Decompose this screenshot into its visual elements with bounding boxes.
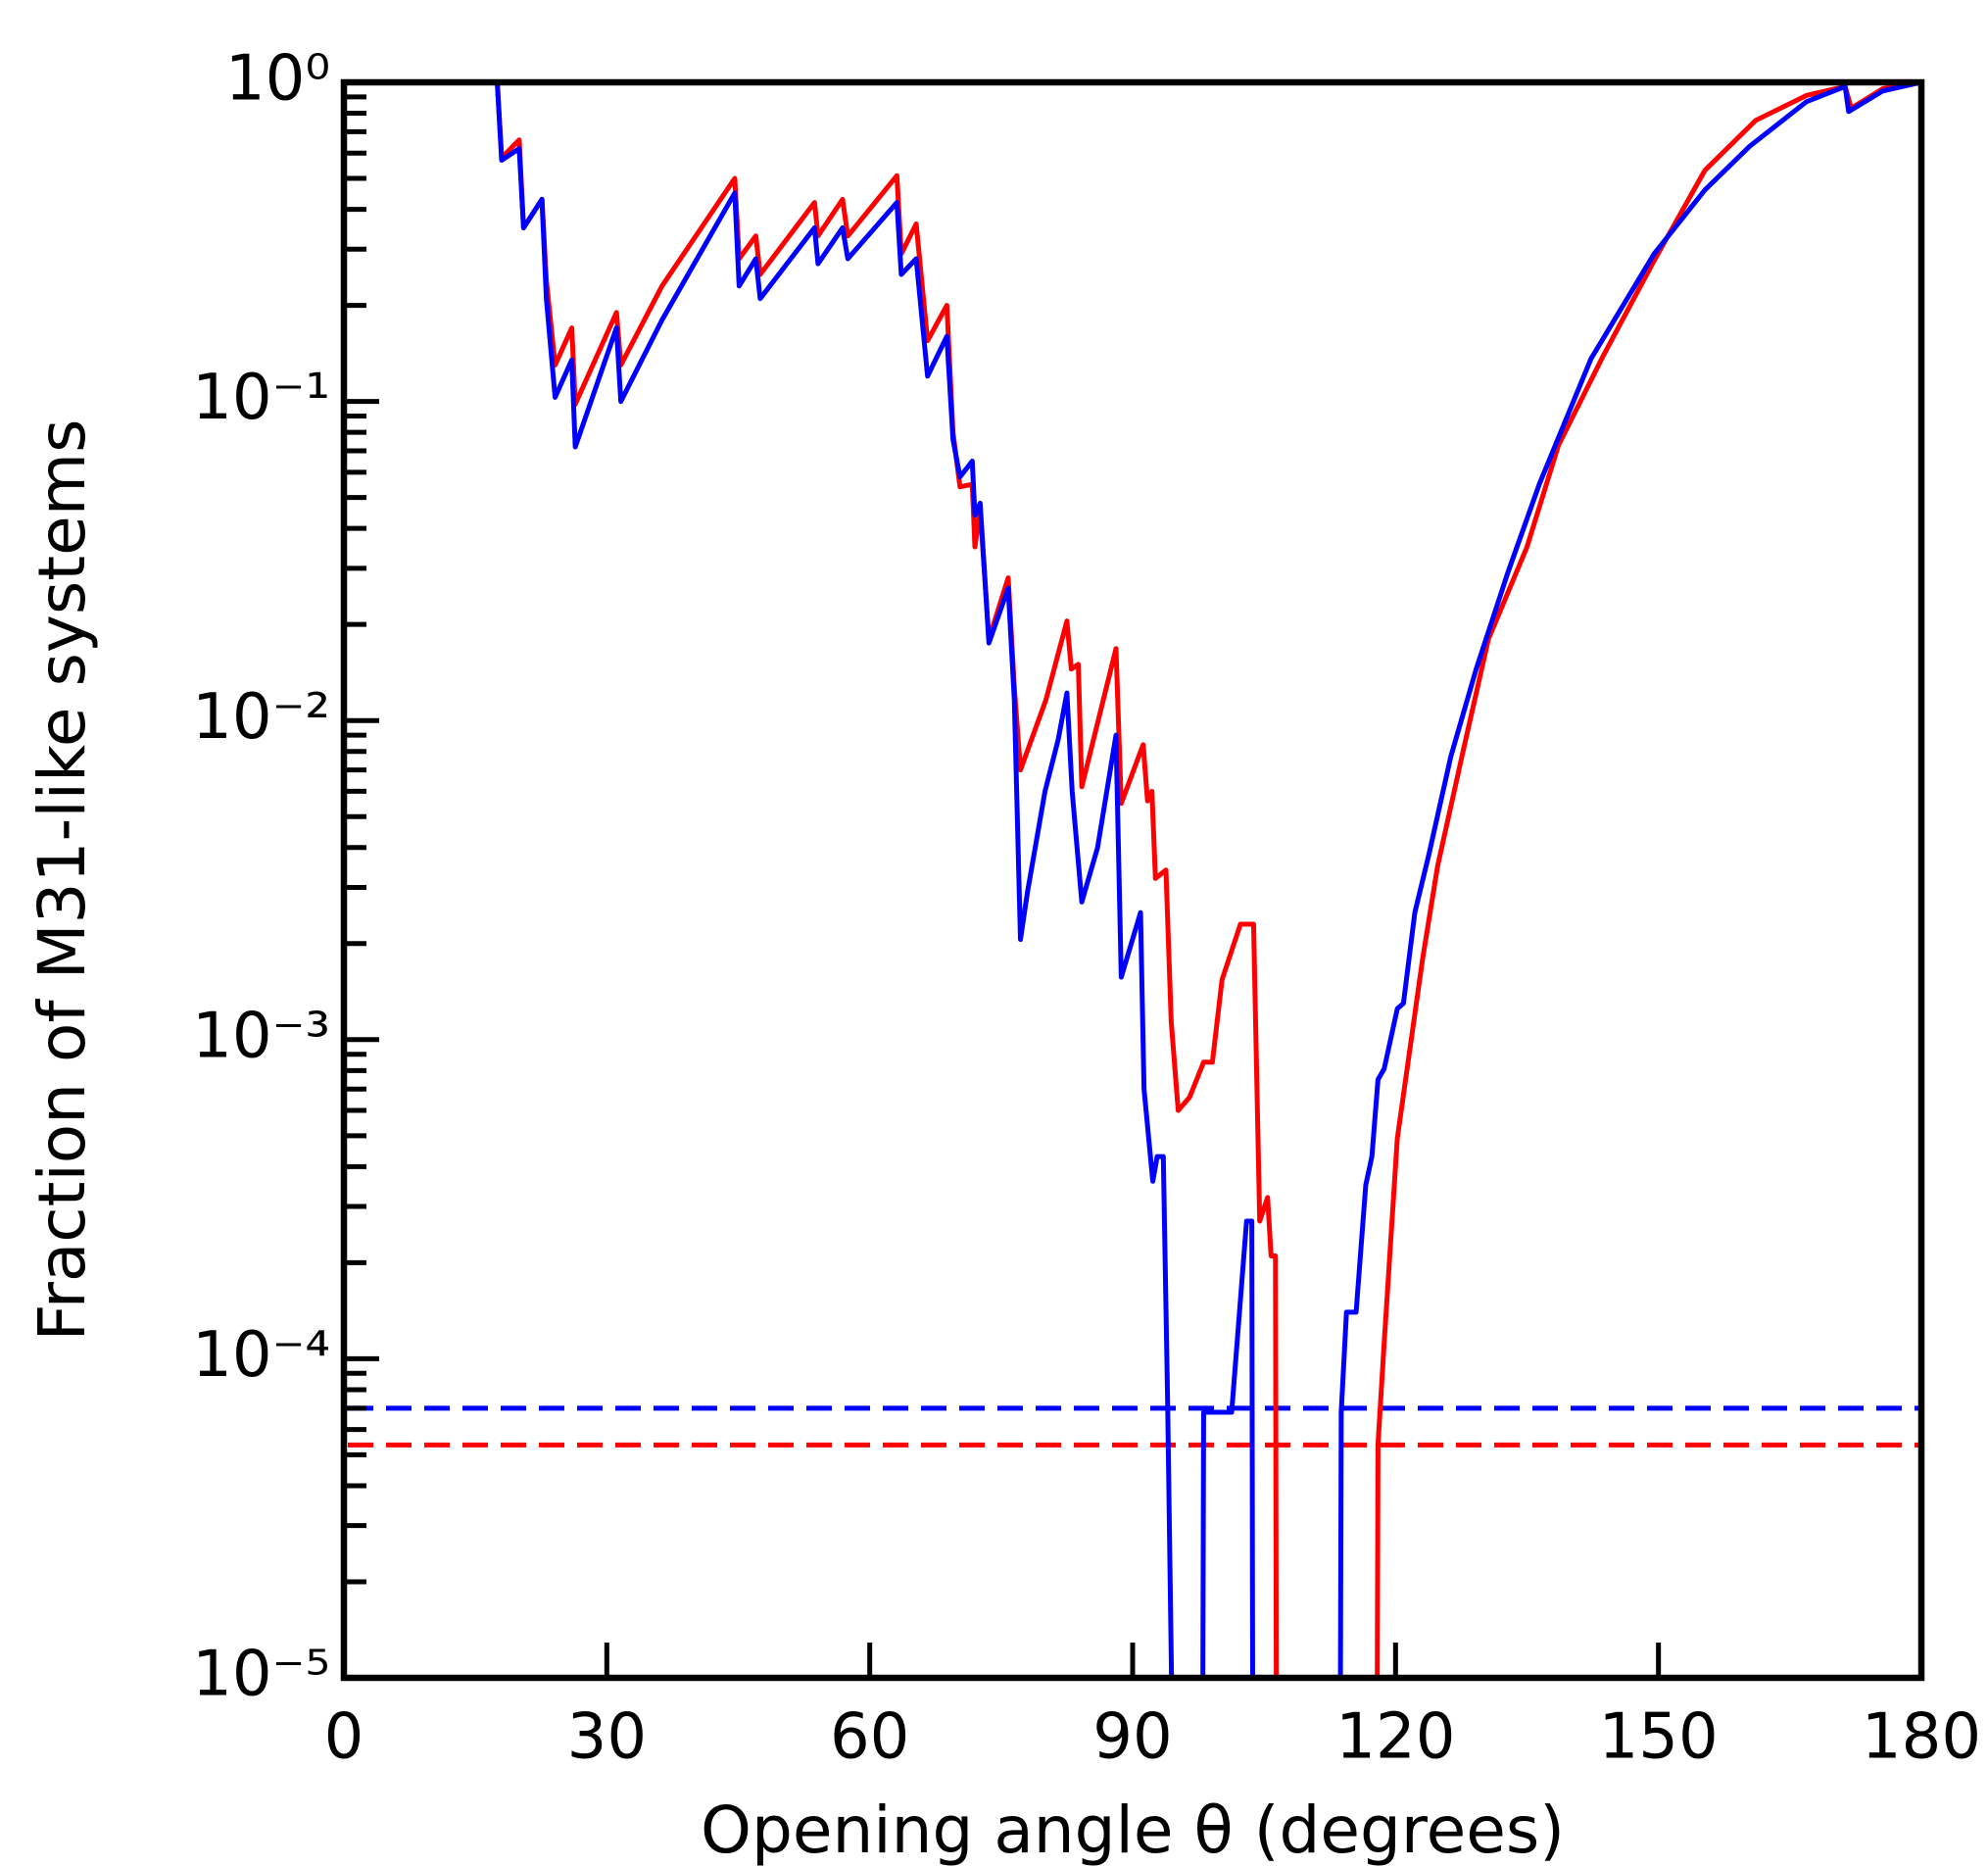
x-tick-label: 30	[567, 1701, 647, 1774]
y-axis-label: Fraction of M31-like systems	[24, 419, 100, 1342]
x-axis-label: Opening angle θ (degrees)	[701, 1793, 1565, 1867]
x-tick-label: 120	[1335, 1701, 1455, 1774]
x-tick-label: 180	[1862, 1701, 1981, 1774]
plot-area	[348, 82, 1921, 1678]
y-tick-label: 10⁰	[225, 43, 330, 116]
x-tick-label: 150	[1599, 1701, 1719, 1774]
y-tick-label: 10⁻³	[192, 1000, 330, 1072]
x-tick-label: 60	[830, 1701, 909, 1774]
series-line	[495, 82, 1921, 1678]
y-tick-label: 10⁻⁴	[192, 1319, 330, 1392]
plot-frame	[340, 78, 1925, 1682]
y-tick-label: 10⁻²	[192, 681, 330, 754]
x-tick-label: 90	[1092, 1701, 1172, 1774]
x-tick-label: 0	[324, 1701, 364, 1774]
y-tick-label: 10⁻¹	[192, 362, 330, 434]
y-tick-label: 10⁻⁵	[192, 1639, 330, 1711]
series-line	[495, 82, 1921, 1678]
